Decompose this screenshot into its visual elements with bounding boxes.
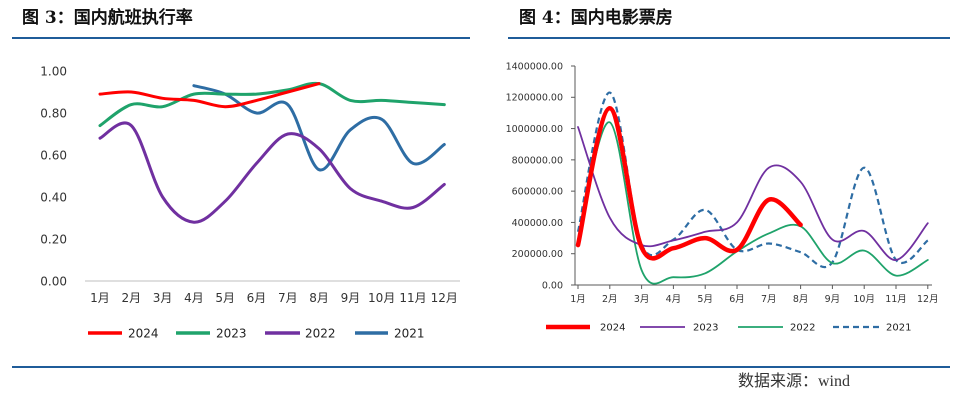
series-line-2023 — [577, 126, 929, 261]
data-source-note: 数据来源：wind — [738, 373, 851, 390]
x-tick-label: 1月 — [90, 291, 110, 305]
legend-item-2022: 2022 — [265, 326, 336, 340]
x-axis: 1月 2月 3月 4月 5月 6月 7月 8月 9月 10月 11月 12月 — [85, 280, 460, 305]
legend-item-2021: 2021 — [833, 323, 911, 334]
x-axis: 1月 2月 3月 4月 5月 6月 7月 8月 9月 10月 11月 12月 — [570, 284, 939, 305]
legend-label: 2024 — [600, 323, 625, 334]
y-tick-label: 1.00 — [40, 64, 67, 78]
x-tick-label: 9月 — [341, 291, 361, 305]
series-line-2022 — [98, 121, 446, 224]
y-tick-label: 1200000.00 — [506, 93, 563, 104]
series-line-2024 — [575, 105, 803, 261]
x-tick-label: 3月 — [153, 291, 173, 305]
box-office-chart: 0.00 200000.00 400000.00 600000.00 800000.00… — [506, 61, 939, 333]
x-tick-label: 5月 — [215, 291, 235, 305]
series-lines — [575, 91, 929, 285]
legend-label: 2022 — [305, 326, 336, 340]
x-tick-label: 12月 — [917, 294, 939, 305]
y-tick-label: 800000.00 — [512, 155, 563, 166]
legend-item-2023: 2023 — [176, 326, 247, 340]
x-tick-label: 8月 — [793, 294, 809, 305]
y-tick-label: 0.20 — [40, 232, 67, 246]
y-axis: 0.00 0.20 0.40 0.60 0.80 1.00 — [40, 64, 67, 288]
y-tick-label: 1400000.00 — [506, 61, 563, 72]
legend: 2024 2023 2022 2021 — [546, 323, 911, 334]
y-tick-label: 0.60 — [40, 148, 67, 162]
flight-chart-caption: 图 3：国内航班执行率 — [22, 8, 193, 28]
legend-label: 2021 — [886, 323, 911, 334]
legend-item-2021: 2021 — [355, 326, 425, 340]
x-tick-label: 5月 — [697, 294, 713, 305]
legend-item-2024: 2024 — [88, 326, 159, 340]
flight-rate-chart: 0.00 0.20 0.40 0.60 0.80 1.00 1月 2月 3月 4月 5月 6月 7月 8月… — [40, 64, 460, 340]
box-office-chart-caption: 图 4：国内电影票房 — [519, 8, 673, 28]
x-tick-label: 2月 — [121, 291, 141, 305]
y-tick-label: 200000.00 — [512, 249, 563, 260]
x-tick-label: 10月 — [368, 291, 395, 305]
y-tick-label: 600000.00 — [512, 187, 563, 198]
x-tick-label: 12月 — [431, 291, 458, 305]
y-axis: 0.00 200000.00 400000.00 600000.00 800000.00… — [506, 61, 576, 291]
x-tick-label: 3月 — [634, 294, 650, 305]
legend-label: 2022 — [790, 323, 815, 334]
series-lines — [98, 81, 446, 224]
y-tick-label: 0.40 — [40, 190, 67, 204]
x-tick-label: 6月 — [729, 294, 745, 305]
legend-label: 2024 — [128, 326, 159, 340]
y-tick-label: 1000000.00 — [506, 124, 563, 135]
x-tick-label: 6月 — [247, 291, 267, 305]
x-tick-label: 11月 — [885, 294, 907, 305]
x-tick-label: 11月 — [399, 291, 426, 305]
x-tick-label: 7月 — [278, 291, 298, 305]
series-line-2024 — [98, 82, 321, 109]
x-tick-label: 2月 — [602, 294, 618, 305]
x-tick-label: 4月 — [184, 291, 204, 305]
legend-item-2022: 2022 — [738, 323, 815, 334]
x-tick-label: 1月 — [570, 294, 586, 305]
legend-label: 2023 — [693, 323, 718, 334]
series-line-2021 — [192, 84, 446, 172]
y-tick-label: 0.00 — [40, 274, 67, 288]
right-caption-rule — [508, 37, 950, 39]
legend-label: 2021 — [394, 326, 425, 340]
x-tick-label: 4月 — [666, 294, 682, 305]
x-tick-label: 10月 — [853, 294, 875, 305]
legend-item-2023: 2023 — [640, 323, 718, 334]
series-line-2023 — [98, 81, 446, 128]
y-tick-label: 0.80 — [40, 106, 67, 120]
legend: 2024 2023 2022 2021 — [88, 326, 425, 340]
y-tick-label: 0.00 — [542, 280, 563, 291]
legend-label: 2023 — [216, 326, 247, 340]
x-tick-label: 7月 — [761, 294, 777, 305]
left-caption-rule — [12, 37, 470, 39]
x-tick-label: 8月 — [309, 291, 329, 305]
legend-item-2024: 2024 — [546, 323, 625, 334]
y-tick-label: 400000.00 — [512, 218, 563, 229]
footer-rule — [12, 366, 950, 368]
x-tick-label: 9月 — [825, 294, 841, 305]
